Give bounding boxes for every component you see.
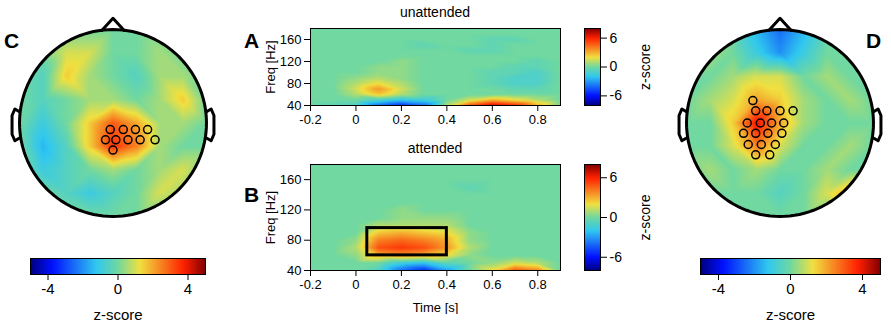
html-text:unattended: unattended bbox=[400, 4, 470, 20]
svg-text:120: 120 bbox=[280, 202, 302, 217]
svg-text:-6: -6 bbox=[610, 249, 623, 265]
svg-text:-4: -4 bbox=[712, 280, 725, 297]
svg-text:6: 6 bbox=[610, 169, 618, 185]
svg-text:z-score: z-score bbox=[93, 306, 142, 323]
svg-text:0.2: 0.2 bbox=[392, 112, 410, 127]
svg-text:0: 0 bbox=[610, 58, 618, 74]
svg-text:z-score: z-score bbox=[637, 194, 653, 240]
html-text:D: D bbox=[866, 29, 882, 52]
svg-text:120: 120 bbox=[280, 54, 302, 69]
svg-text:0.2: 0.2 bbox=[392, 277, 410, 292]
html-text:C: C bbox=[4, 29, 20, 52]
svg-text:4: 4 bbox=[184, 280, 192, 297]
svg-text:0: 0 bbox=[786, 280, 794, 297]
html-text:attended: attended bbox=[407, 140, 463, 156]
svg-text:0: 0 bbox=[114, 280, 122, 297]
svg-text:z-score: z-score bbox=[766, 306, 815, 323]
svg-text:-0.2: -0.2 bbox=[299, 277, 321, 292]
svg-text:4: 4 bbox=[858, 280, 866, 297]
svg-text:0.4: 0.4 bbox=[438, 112, 456, 127]
svg-text:0.6: 0.6 bbox=[483, 112, 501, 127]
html-text:A: A bbox=[244, 29, 260, 52]
svg-text:Time [s]: Time [s] bbox=[413, 300, 459, 315]
svg-text:0.8: 0.8 bbox=[529, 277, 547, 292]
svg-text:z-score: z-score bbox=[637, 44, 653, 90]
html-text:B: B bbox=[244, 183, 260, 206]
svg-text:0.8: 0.8 bbox=[529, 112, 547, 127]
svg-text:160: 160 bbox=[280, 32, 302, 47]
svg-text:40: 40 bbox=[287, 98, 301, 113]
svg-text:6: 6 bbox=[610, 30, 618, 46]
svg-text:0.6: 0.6 bbox=[483, 277, 501, 292]
svg-text:Freq [Hz]: Freq [Hz] bbox=[263, 40, 278, 93]
svg-text:80: 80 bbox=[287, 232, 301, 247]
svg-text:0: 0 bbox=[352, 277, 359, 292]
svg-text:160: 160 bbox=[280, 172, 302, 187]
svg-text:80: 80 bbox=[287, 76, 301, 91]
svg-text:-4: -4 bbox=[41, 280, 54, 297]
svg-text:-0.2: -0.2 bbox=[299, 112, 321, 127]
svg-text:0: 0 bbox=[610, 209, 618, 225]
svg-text:-6: -6 bbox=[610, 87, 623, 103]
svg-text:40: 40 bbox=[287, 263, 301, 278]
svg-text:0: 0 bbox=[352, 112, 359, 127]
svg-text:0.4: 0.4 bbox=[438, 277, 456, 292]
svg-text:Freq [Hz]: Freq [Hz] bbox=[263, 191, 278, 244]
